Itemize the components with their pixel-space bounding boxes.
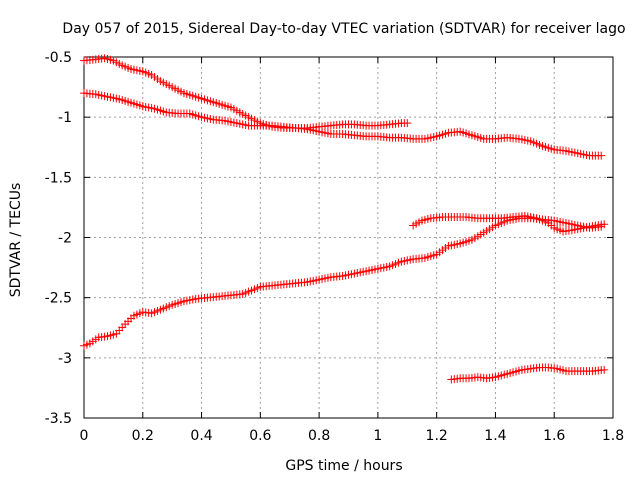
x-tick-label: 0.4 bbox=[190, 428, 212, 444]
y-tick-label: -2.5 bbox=[45, 291, 72, 307]
y-tick-label: -0.5 bbox=[45, 50, 72, 66]
x-tick-label: 1.6 bbox=[543, 428, 565, 444]
series-track-2 bbox=[80, 89, 606, 160]
x-tick-label: 0.6 bbox=[249, 428, 271, 444]
series-track-3 bbox=[80, 214, 606, 350]
y-tick-label: -3 bbox=[58, 351, 72, 367]
x-tick-label: 0 bbox=[80, 428, 89, 444]
y-tick-label: -2 bbox=[58, 231, 72, 247]
data-point bbox=[597, 151, 606, 160]
axis-ticks: 0 0.2 0.4 0.6 0.8 1 1.2 1.4 1.6 1.8 -0.5 -1 -1.5 -2 -2… bbox=[45, 50, 624, 444]
data-point bbox=[600, 365, 609, 374]
x-tick-label: 1 bbox=[373, 428, 382, 444]
data-points bbox=[80, 54, 609, 384]
x-tick-label: 1.4 bbox=[484, 428, 506, 444]
x-axis-label: GPS time / hours bbox=[285, 458, 402, 474]
series-track-4 bbox=[409, 211, 609, 236]
x-tick-label: 1.2 bbox=[426, 428, 448, 444]
y-tick-label: -1.5 bbox=[45, 170, 72, 186]
series-track-1 bbox=[80, 54, 412, 132]
y-axis-label: SDTVAR / TECUs bbox=[8, 183, 24, 298]
chart-title: Day 057 of 2015, Sidereal Day-to-day VTE… bbox=[62, 21, 625, 37]
series-track-5 bbox=[447, 363, 609, 384]
data-point bbox=[600, 220, 609, 229]
y-tick-label: -3.5 bbox=[45, 411, 72, 427]
x-tick-label: 0.2 bbox=[132, 428, 154, 444]
y-tick-label: -1 bbox=[58, 110, 72, 126]
x-tick-label: 1.8 bbox=[602, 428, 624, 444]
data-point bbox=[403, 119, 412, 128]
x-tick-label: 0.8 bbox=[308, 428, 330, 444]
